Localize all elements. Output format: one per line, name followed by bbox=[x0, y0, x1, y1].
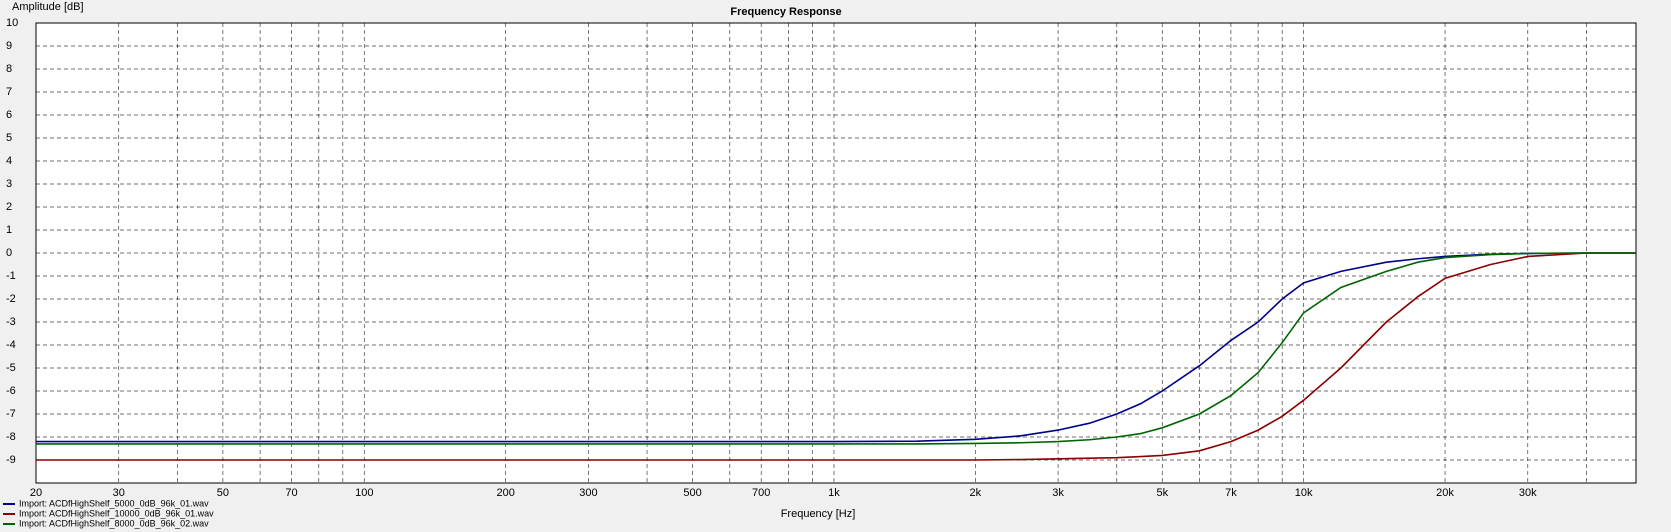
x-tick-label: 3k bbox=[1052, 487, 1064, 499]
x-axis-label: Frequency [Hz] bbox=[781, 508, 856, 520]
y-tick-label: -1 bbox=[6, 270, 16, 282]
series-line bbox=[36, 252, 1636, 461]
y-tick-label: 3 bbox=[6, 178, 12, 190]
y-tick-label: 10 bbox=[6, 17, 18, 29]
x-tick-label: 30 bbox=[113, 487, 125, 499]
y-tick-label: -2 bbox=[6, 293, 16, 305]
y-tick-label: -6 bbox=[6, 385, 16, 397]
x-tick-label: 30k bbox=[1519, 487, 1537, 499]
legend-label: Import: ACDfHighShelf_5000_0dB_96k_01.wa… bbox=[19, 498, 209, 508]
legend-label: Import: ACDfHighShelf_10000_0dB_96k_01.w… bbox=[19, 508, 214, 518]
y-tick-label: 8 bbox=[6, 63, 12, 75]
x-tick-label: 10k bbox=[1295, 487, 1313, 499]
x-tick-label: 7k bbox=[1225, 487, 1237, 499]
y-tick-label: -4 bbox=[6, 339, 16, 351]
chart-title: Frequency Response bbox=[730, 6, 841, 18]
x-tick-label: 100 bbox=[355, 487, 373, 499]
y-tick-label: 5 bbox=[6, 132, 12, 144]
x-tick-label: 5k bbox=[1156, 487, 1168, 499]
y-tick-label: 0 bbox=[6, 247, 12, 259]
series-line bbox=[36, 252, 1636, 445]
x-tick-label: 1k bbox=[828, 487, 840, 499]
y-tick-label: 9 bbox=[6, 40, 12, 52]
legend-label: Import: ACDfHighShelf_8000_0dB_96k_02.wa… bbox=[19, 518, 209, 528]
y-tick-label: -9 bbox=[6, 454, 16, 466]
y-tick-label: -7 bbox=[6, 408, 16, 420]
y-tick-label: 7 bbox=[6, 86, 12, 98]
x-tick-label: 700 bbox=[752, 487, 770, 499]
series-line bbox=[36, 252, 1636, 443]
x-tick-label: 300 bbox=[579, 487, 597, 499]
y-tick-label: 1 bbox=[6, 224, 12, 236]
y-tick-label: -5 bbox=[6, 362, 16, 374]
x-tick-label: 200 bbox=[497, 487, 515, 499]
x-tick-label: 20 bbox=[30, 487, 42, 499]
y-axis-label: Amplitude [dB] bbox=[12, 1, 84, 13]
y-tick-label: 2 bbox=[6, 201, 12, 213]
x-tick-label: 50 bbox=[217, 487, 229, 499]
x-tick-label: 20k bbox=[1436, 487, 1454, 499]
x-tick-label: 70 bbox=[285, 487, 297, 499]
y-tick-label: -8 bbox=[6, 431, 16, 443]
y-tick-label: 6 bbox=[6, 109, 12, 121]
x-tick-label: 2k bbox=[970, 487, 982, 499]
y-tick-label: -3 bbox=[6, 316, 16, 328]
x-tick-label: 500 bbox=[683, 487, 701, 499]
y-tick-label: 4 bbox=[6, 155, 12, 167]
